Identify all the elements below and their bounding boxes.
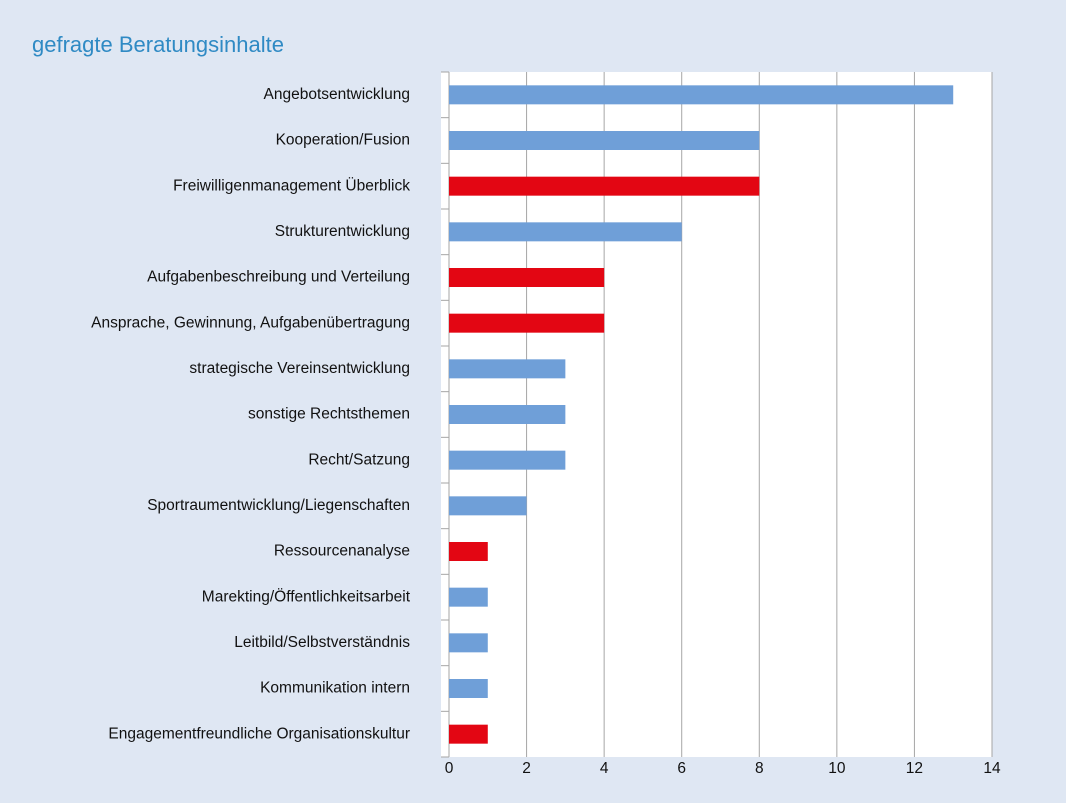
y-tick-label: Ansprache, Gewinnung, Aufgabenübertragun…	[91, 314, 410, 331]
bar	[449, 131, 760, 150]
bar	[449, 268, 605, 287]
bar	[449, 587, 488, 607]
bar	[449, 359, 566, 379]
y-tick-label: Recht/Satzung	[308, 451, 410, 468]
y-tick-label: Kommunikation intern	[260, 680, 410, 697]
bar	[449, 724, 488, 744]
x-tick-label: 10	[828, 760, 846, 777]
y-tick-label: Kooperation/Fusion	[276, 132, 410, 149]
bar	[449, 313, 605, 333]
x-tick-label: 0	[445, 760, 454, 777]
bar	[449, 85, 954, 105]
y-tick-label: strategische Vereinsentwicklung	[189, 360, 410, 377]
bar	[449, 542, 488, 561]
bar	[449, 176, 760, 196]
bar	[449, 450, 566, 470]
x-tick-label: 12	[906, 760, 923, 777]
y-tick-label: Ressourcenanalyse	[274, 543, 410, 560]
y-tick-label: Engagementfreundliche Organisationskultu…	[108, 725, 410, 742]
bar	[449, 405, 566, 424]
y-tick-label: sonstige Rechtsthemen	[248, 406, 410, 423]
bar	[449, 633, 488, 653]
y-tick-label: Freiwilligenmanagement Überblick	[173, 176, 410, 194]
x-tick-label: 6	[677, 760, 686, 777]
y-tick-label: Aufgabenbeschreibung und Verteilung	[147, 269, 410, 286]
y-tick-label: Strukturentwicklung	[275, 223, 410, 240]
y-tick-label: Sportraumentwicklung/Liegenschaften	[147, 497, 410, 514]
bar	[449, 496, 527, 516]
x-tick-label: 4	[600, 760, 609, 777]
x-tick-label: 14	[983, 760, 1001, 777]
y-tick-label: Leitbild/Selbstverständnis	[234, 634, 410, 651]
y-tick-label: Angebotsentwicklung	[264, 86, 411, 103]
y-tick-label: Marekting/Öffentlichkeitsarbeit	[202, 587, 411, 605]
chart-title: gefragte Beratungsinhalte	[32, 32, 284, 57]
bar	[449, 222, 682, 242]
x-tick-label: 2	[522, 760, 531, 777]
bar	[449, 679, 488, 698]
x-tick-label: 8	[755, 760, 764, 777]
